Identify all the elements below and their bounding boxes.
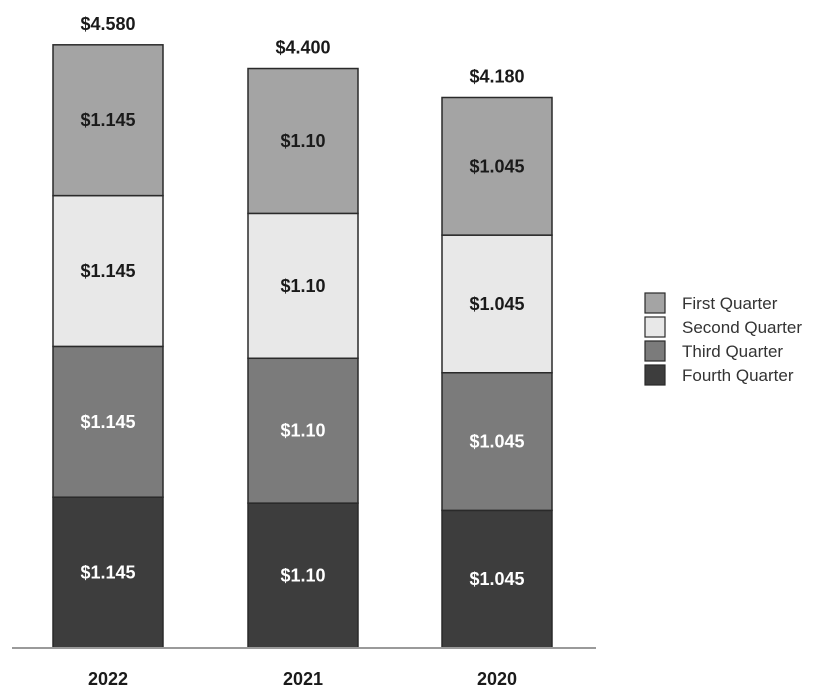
bars-layer: $1.145 $1.145 $1.145 $1.145 $1.10 $1.10 $1.10 $…	[52, 44, 553, 649]
segment-value-label: $1.045	[469, 569, 524, 589]
bar-segment-2021-fourth-quarter	[247, 502, 359, 649]
bar-segment-2022-third-quarter	[52, 345, 164, 498]
segment-value-label: $1.045	[469, 294, 524, 314]
segment-value-label: $1.145	[80, 412, 135, 432]
bar-segment-2021-third-quarter	[247, 357, 359, 504]
segment-value-label: $1.145	[80, 563, 135, 583]
legend: First Quarter Second Quarter Third Quarter…	[644, 292, 802, 386]
legend-swatch-second-quarter	[644, 316, 666, 338]
bar-segment-2021-second-quarter	[247, 212, 359, 360]
segment-value-label: $1.145	[80, 110, 135, 130]
legend-label-first-quarter: First Quarter	[682, 294, 778, 313]
segment-value-label: $1.10	[280, 566, 325, 586]
legend-label-third-quarter: Third Quarter	[682, 342, 783, 361]
segment-value-label: $1.045	[469, 156, 524, 176]
segment-value-label: $1.10	[280, 276, 325, 296]
total-label-2022: $4.580	[80, 14, 135, 34]
legend-label-second-quarter: Second Quarter	[682, 318, 802, 337]
bar-segment-2020-first-quarter	[441, 96, 553, 236]
category-labels: 2022 2021 2020	[88, 669, 517, 688]
bar-segment-2020-third-quarter	[441, 371, 553, 512]
segment-value-label: $1.045	[469, 432, 524, 452]
legend-label-fourth-quarter: Fourth Quarter	[682, 366, 794, 385]
legend-swatch-third-quarter	[644, 340, 666, 362]
category-label-2020: 2020	[477, 669, 517, 688]
segment-value-label: $1.10	[280, 131, 325, 151]
segment-value-label: $1.145	[80, 261, 135, 281]
total-label-2021: $4.400	[275, 38, 330, 58]
category-label-2021: 2021	[283, 669, 323, 688]
legend-swatch-fourth-quarter	[644, 364, 666, 386]
bar-segment-2021-first-quarter	[247, 67, 359, 215]
legend-swatch-first-quarter	[644, 292, 666, 314]
totals-layer: $4.580 $4.400 $4.180	[80, 14, 524, 87]
bar-segment-2022-fourth-quarter	[52, 496, 164, 649]
total-label-2020: $4.180	[469, 66, 524, 86]
bar-segment-2020-second-quarter	[441, 234, 553, 374]
segment-value-label: $1.10	[280, 421, 325, 441]
category-label-2022: 2022	[88, 669, 128, 688]
bar-segment-2022-first-quarter	[52, 44, 164, 197]
